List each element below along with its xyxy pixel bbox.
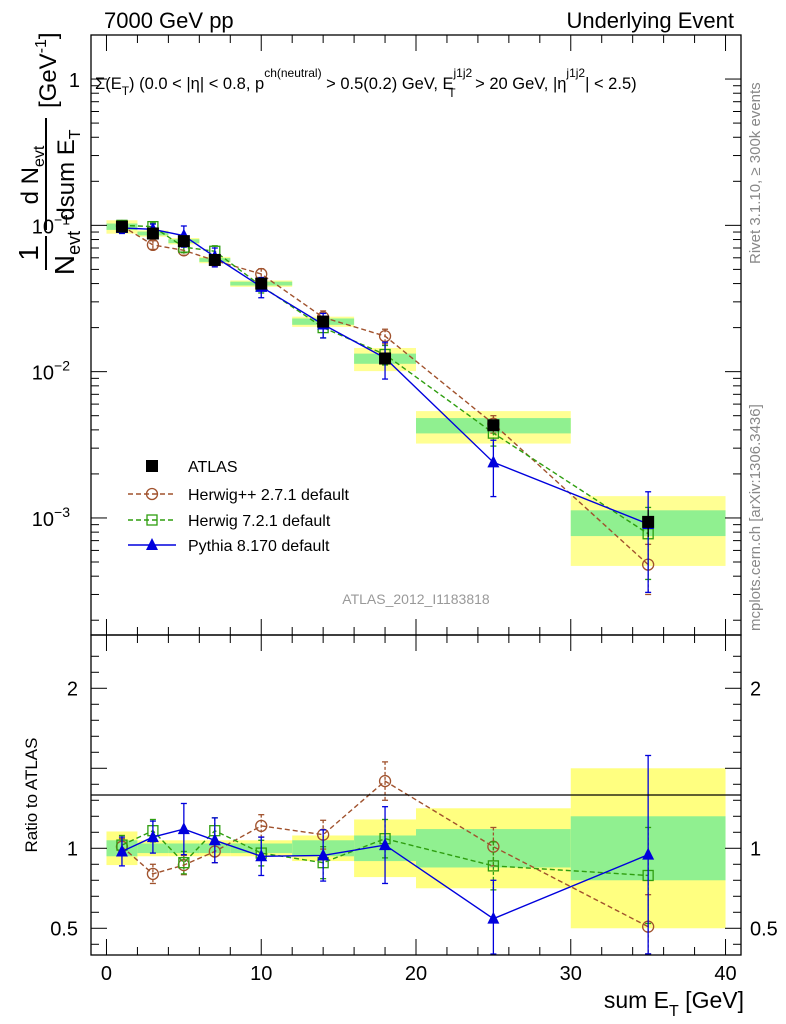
ratio-y-tick-label: 2 bbox=[67, 678, 78, 700]
point-atlas bbox=[208, 253, 221, 266]
point-pythia-8-170-default bbox=[487, 455, 500, 468]
y-tick-label: 1 bbox=[69, 70, 80, 92]
svg-text:Nevt: Nevt bbox=[49, 231, 84, 275]
point-atlas bbox=[255, 277, 268, 290]
legend-label-herwig-2-7-1-default: Herwig++ 2.7.1 default bbox=[188, 487, 350, 504]
main-y-axis-label: 1 Nevt d Nevt dsum ET [GeV-1] bbox=[13, 32, 84, 275]
uncertainty-bands-ratio bbox=[106, 768, 726, 929]
ratio-point-pythia-8-170-default bbox=[177, 822, 190, 835]
legend-marker-herwig-2-7-1-default bbox=[145, 487, 159, 501]
legend-label-atlas: ATLAS bbox=[188, 459, 238, 476]
svg-text:dsum ET: dsum ET bbox=[53, 129, 84, 220]
ratio-point-herwig-2-7-1-default bbox=[146, 867, 160, 881]
ratio-point-pythia-8-170-default bbox=[115, 844, 128, 857]
legend-marker-pythia-8-170-default bbox=[146, 538, 158, 550]
ratio-y-tick-label-right: 0.5 bbox=[750, 918, 778, 940]
svg-text:[GeV-1]: [GeV-1] bbox=[33, 32, 62, 108]
ratio-point-pythia-8-170-default bbox=[487, 911, 500, 924]
svg-text:1: 1 bbox=[13, 245, 44, 261]
series-main-panel bbox=[115, 219, 655, 596]
analysis-id: ATLAS_2012_I1183818 bbox=[342, 591, 490, 607]
x-axis-label: sum ET [GeV] bbox=[604, 987, 744, 1020]
ratio-point-pythia-8-170-default bbox=[146, 830, 159, 843]
point-atlas bbox=[379, 352, 392, 365]
series-ratio-panel bbox=[115, 754, 655, 955]
series-line-herwig-7-2-1-default bbox=[121, 224, 649, 535]
legend-marker-atlas bbox=[146, 460, 158, 472]
mcplots-label: mcplots.cern.ch [arXiv:1306.3436] bbox=[747, 404, 764, 631]
axis-ticks bbox=[91, 34, 741, 955]
ratio-point-herwig-7-2-1-default bbox=[487, 860, 500, 872]
point-atlas bbox=[146, 227, 159, 240]
legend: ATLAS Herwig++ 2.7.1 default Herwig 7.2.1 … bbox=[128, 459, 350, 555]
x-tick-label: 40 bbox=[714, 963, 736, 985]
y-tick-label: 10−1 bbox=[32, 211, 70, 238]
ratio-point-pythia-8-170-default bbox=[255, 849, 268, 862]
ratio-y-tick-label-right: 1 bbox=[750, 838, 761, 860]
ratio-point-pythia-8-170-default bbox=[379, 838, 392, 851]
header-left: 7000 GeV pp bbox=[104, 8, 234, 33]
point-atlas bbox=[115, 220, 128, 233]
y-tick-label: 10−3 bbox=[32, 504, 70, 531]
point-atlas bbox=[487, 419, 500, 432]
ratio-y-tick-label: 1 bbox=[67, 838, 78, 860]
ratio-y-tick-label: 0.5 bbox=[50, 918, 78, 940]
point-atlas bbox=[642, 515, 655, 528]
chart-title: Σ(ET) (0.0 < |η| < 0.8, pch(neutral) > 0… bbox=[95, 66, 637, 100]
legend-label-pythia-8-170-default: Pythia 8.170 default bbox=[188, 538, 330, 555]
legend-marker-herwig-7-2-1-default bbox=[146, 514, 158, 526]
ratio-point-pythia-8-170-default bbox=[317, 848, 330, 861]
ratio-point-herwig-7-2-1-default bbox=[178, 857, 190, 869]
point-atlas bbox=[317, 315, 330, 328]
ratio-line-herwig-7-2-1-default bbox=[121, 829, 649, 877]
svg-text:d Nevt: d Nevt bbox=[17, 145, 48, 204]
tick-labels: 0 10 20 30 40 1 10−1 10−2 10−3 0.5 0.5 1 1 2 2 bbox=[32, 70, 778, 985]
ratio-point-pythia-8-170-default bbox=[208, 833, 221, 846]
rivet-label: Rivet 3.1.10, ≥ 300k events bbox=[747, 82, 764, 264]
ratio-point-pythia-8-170-default bbox=[642, 847, 655, 860]
ratio-point-herwig-2-7-1-default bbox=[255, 819, 268, 833]
legend-label-herwig-7-2-1-default: Herwig 7.2.1 default bbox=[188, 513, 331, 530]
ratio-y-tick-label-right: 2 bbox=[750, 678, 761, 700]
ratio-point-herwig-2-7-1-default bbox=[378, 774, 392, 788]
x-tick-label: 30 bbox=[560, 963, 582, 985]
y-tick-label: 10−2 bbox=[32, 358, 70, 385]
header-right: Underlying Event bbox=[566, 8, 734, 33]
point-atlas bbox=[177, 235, 190, 248]
x-tick-label: 0 bbox=[101, 963, 112, 985]
ratio-y-axis-label: Ratio to ATLAS bbox=[22, 738, 41, 853]
x-tick-label: 20 bbox=[405, 963, 427, 985]
x-tick-label: 10 bbox=[250, 963, 272, 985]
